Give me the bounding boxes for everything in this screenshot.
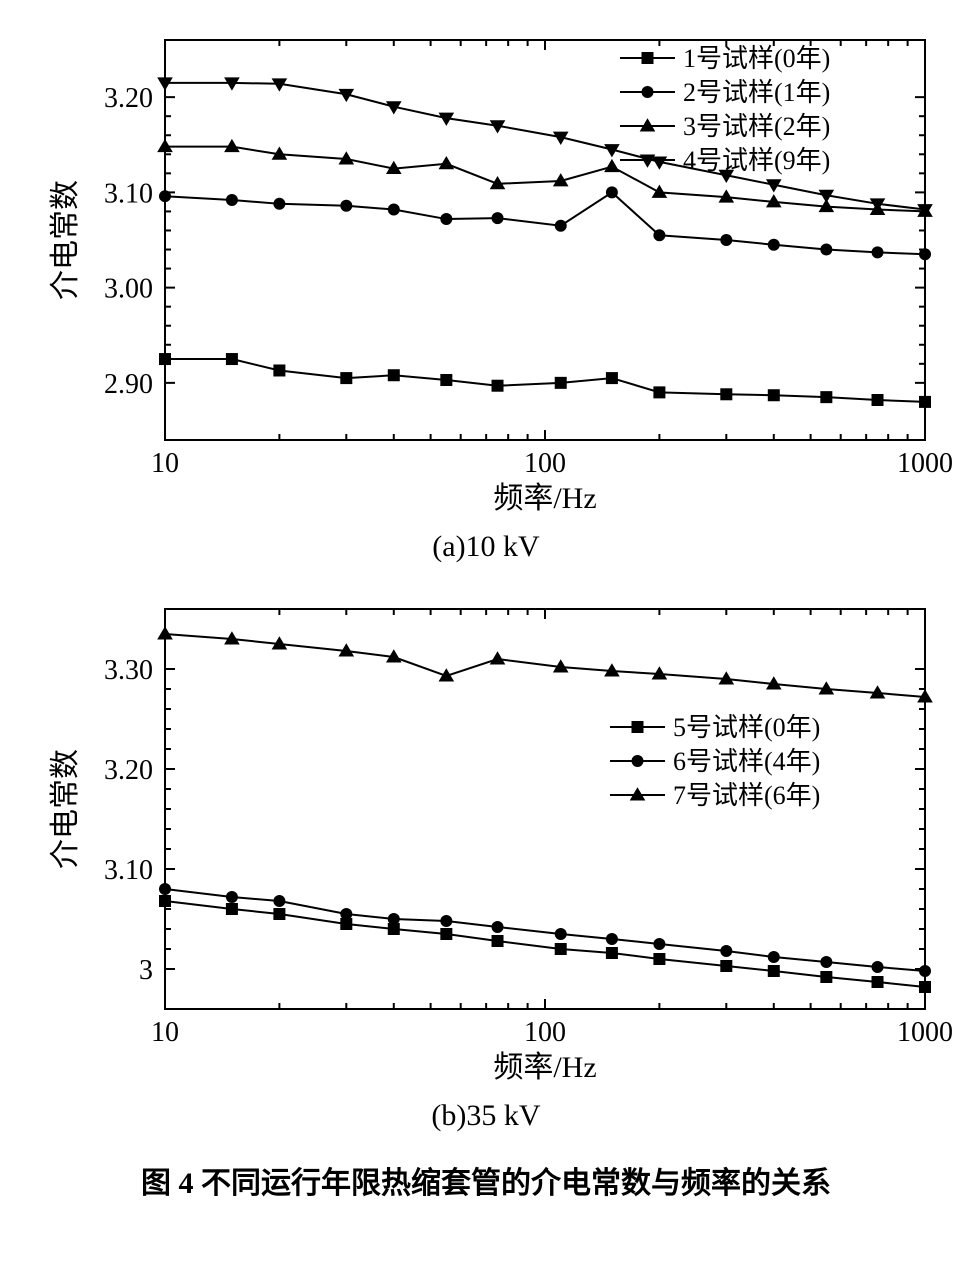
svg-text:10: 10 (151, 448, 179, 479)
svg-text:频率/Hz: 频率/Hz (493, 482, 596, 515)
svg-text:1000: 1000 (897, 1017, 952, 1048)
svg-text:2.90: 2.90 (104, 369, 153, 400)
svg-text:3.20: 3.20 (104, 755, 153, 786)
svg-text:1号试样(0年): 1号试样(0年) (683, 44, 830, 73)
figure-container: 10 100 1000 频率/Hz 2.90 3.00 3.10 3.20 介电常数 1号试样(0… (20, 20, 952, 1202)
svg-text:3.20: 3.20 (104, 83, 153, 114)
chart-a-svg: 10 100 1000 频率/Hz 2.90 3.00 3.10 3.20 介电常数 1号试样(0… (20, 20, 952, 520)
svg-text:3.30: 3.30 (104, 655, 153, 686)
svg-text:1000: 1000 (897, 448, 952, 479)
chart-a-subtitle: (a)10 kV (20, 530, 952, 564)
svg-text:介电常数: 介电常数 (49, 180, 82, 300)
svg-text:3.10: 3.10 (104, 178, 153, 209)
svg-text:5号试样(0年): 5号试样(0年) (673, 713, 820, 742)
svg-text:6号试样(4年): 6号试样(4年) (673, 747, 820, 776)
chart-b-subtitle: (b)35 kV (20, 1099, 952, 1133)
svg-text:3: 3 (139, 955, 153, 986)
svg-text:10: 10 (151, 1017, 179, 1048)
chart-b-block: 10 100 1000 频率/Hz 3 3.10 3.20 3.30 介电常数 5号试样(0年) 6… (20, 589, 952, 1133)
svg-text:7号试样(6年): 7号试样(6年) (673, 781, 820, 810)
svg-text:3.10: 3.10 (104, 855, 153, 886)
svg-text:100: 100 (524, 1017, 566, 1048)
chart-b-svg: 10 100 1000 频率/Hz 3 3.10 3.20 3.30 介电常数 5号试样(0年) 6… (20, 589, 952, 1089)
figure-caption: 图 4 不同运行年限热缩套管的介电常数与频率的关系 (20, 1158, 952, 1202)
chart-a-block: 10 100 1000 频率/Hz 2.90 3.00 3.10 3.20 介电常数 1号试样(0… (20, 20, 952, 564)
svg-text:4号试样(9年): 4号试样(9年) (683, 146, 830, 175)
svg-text:频率/Hz: 频率/Hz (493, 1051, 596, 1084)
svg-text:3.00: 3.00 (104, 274, 153, 305)
svg-text:100: 100 (524, 448, 566, 479)
svg-text:介电常数: 介电常数 (49, 749, 82, 869)
svg-text:2号试样(1年): 2号试样(1年) (683, 78, 830, 107)
svg-text:3号试样(2年): 3号试样(2年) (683, 112, 830, 141)
